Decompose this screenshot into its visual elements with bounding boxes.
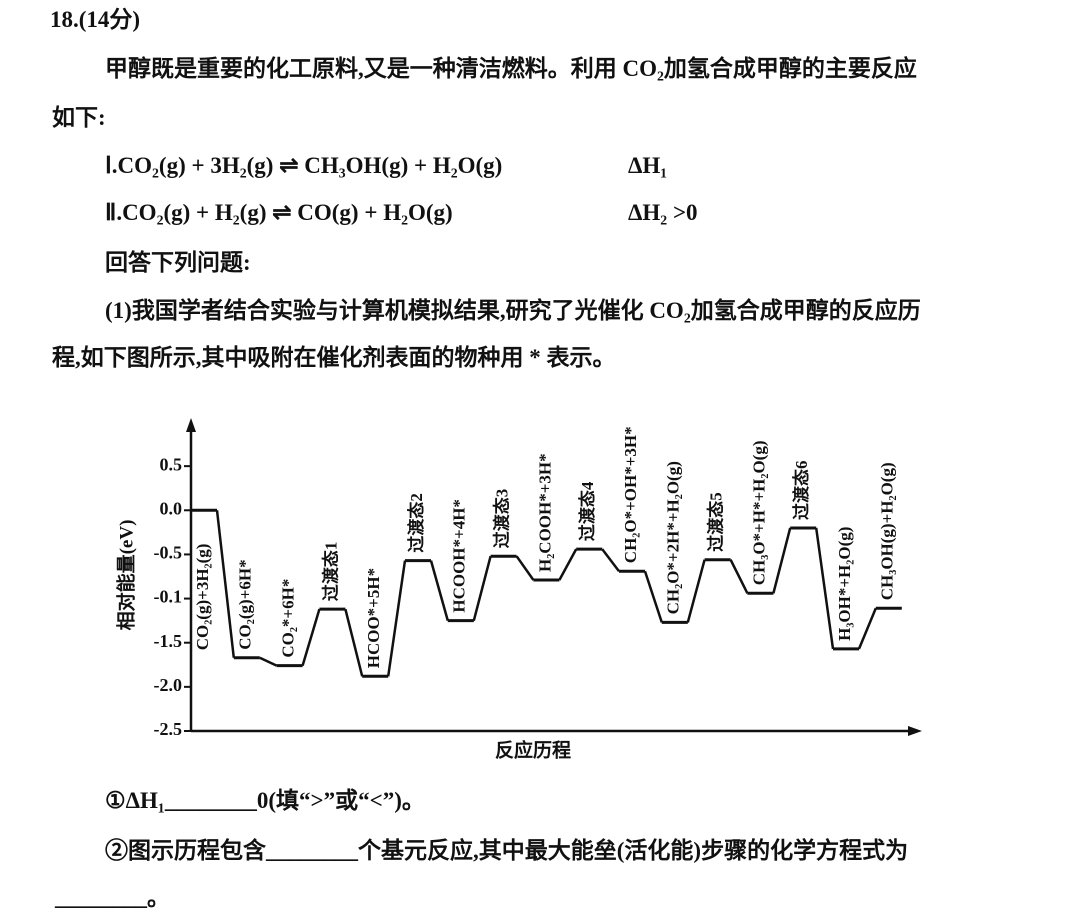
question: ②图示历程包含________个基元反应,其中最大能垒(活化能)步骤的化学方程式…: [105, 838, 909, 863]
connector: [429, 560, 450, 621]
connector: [472, 555, 492, 621]
y-tick-label: 0.0: [160, 498, 183, 518]
enthalpy: ΔH₂ >0: [628, 200, 698, 225]
enthalpy: ΔH₁: [628, 153, 668, 178]
state-label: CH₃O*+H*+H₂O(g): [749, 440, 768, 585]
connector: [215, 510, 236, 658]
state-label: 过渡态5: [706, 492, 726, 552]
paragraph: 甲醇既是重要的化工原料,又是一种清洁燃料。利用 CO₂加氢合成甲醇的主要反应: [105, 56, 917, 81]
connector: [643, 570, 663, 623]
connector: [601, 548, 620, 572]
x-arrow: [908, 726, 922, 736]
paragraph: 回答下列问题:: [105, 250, 251, 275]
question: ________。: [55, 885, 170, 910]
equation: Ⅰ.CO₂(g) + 3H₂(g) ⇌ CH₃OH(g) + H₂O(g): [105, 153, 503, 178]
connector: [686, 559, 706, 623]
connector: [259, 656, 278, 667]
state-label: HCOO*+5H*: [364, 568, 383, 668]
state-label: 过渡态1: [320, 542, 340, 602]
state-label: 过渡态4: [577, 481, 597, 541]
state-label: HCOOH*+4H*: [450, 499, 469, 613]
state-label: CO₂(g)+3H₂(g): [193, 544, 212, 651]
equation: Ⅱ.CO₂(g) + H₂(g) ⇌ CO(g) + H₂O(g): [105, 200, 453, 225]
state-label: 过渡态6: [791, 460, 811, 520]
y-tick-label: -1.5: [154, 631, 183, 651]
paragraph: 程,如下图所示,其中吸附在催化剂表面的物种用 * 表示。: [52, 345, 616, 370]
x-axis-label: 反应历程: [495, 738, 571, 761]
state-label: 过渡态2: [406, 493, 426, 553]
question-number: 18.(14分): [50, 7, 141, 32]
y-tick-label: 0.5: [160, 454, 183, 474]
connector: [729, 559, 749, 594]
connector: [814, 527, 835, 650]
paragraph: 如下:: [52, 105, 106, 130]
connector: [386, 560, 407, 677]
state-label: CH₂O*+OH*+3H*: [621, 426, 640, 563]
connector: [772, 527, 792, 594]
state-label: CH₂O*+2H*+H₂O(g): [664, 461, 683, 614]
connector: [515, 555, 535, 581]
y-tick-label: -2.0: [154, 675, 183, 695]
state-label: H₃OH*+H₂O(g): [835, 527, 854, 641]
y-tick-label: -0.1: [154, 587, 183, 607]
paragraph: (1)我国学者结合实验与计算机模拟结果,研究了光催化 CO₂加氢合成甲醇的反应历: [105, 298, 921, 323]
state-label: 过渡态3: [492, 489, 512, 549]
state-label: CO₂*+6H*: [279, 579, 298, 658]
question: ①ΔH₁________0(填“>”或“<”)。: [105, 788, 425, 813]
connector: [558, 548, 578, 581]
state-label: H₂COOH*+3H*: [535, 453, 554, 572]
connector: [857, 607, 877, 650]
connector: [344, 608, 364, 677]
y-arrow: [186, 418, 196, 432]
y-tick-label: -2.5: [154, 719, 183, 739]
state-label: CH₃OH(g)+H₂O(g): [878, 462, 897, 600]
connector: [301, 608, 321, 667]
y-axis-label: 相对能量(eV): [114, 520, 137, 631]
y-tick-label: -0.5: [154, 543, 183, 563]
state-label: CO₂(g)+6H*: [236, 559, 255, 649]
